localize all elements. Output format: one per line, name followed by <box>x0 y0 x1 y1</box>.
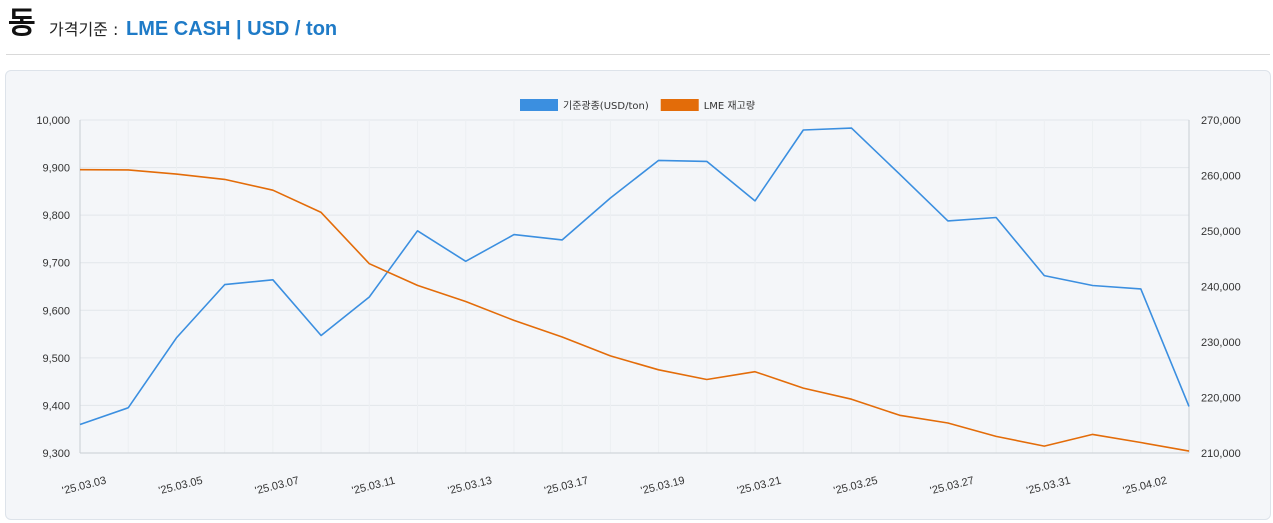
grid-lines <box>79 119 1190 454</box>
series-line-lme-inventory <box>79 168 1190 452</box>
series-lines <box>79 127 1190 452</box>
x-tick-label: '25.03.27 <box>929 475 975 498</box>
y-right-tick-label: 230,000 <box>1201 337 1241 349</box>
price-basis-label: 가격기준 : <box>49 20 119 39</box>
x-tick-label: '25.03.05 <box>157 475 203 498</box>
y-left-tick-label: 9,600 <box>42 305 70 317</box>
y-left-tick-label: 9,900 <box>42 163 70 175</box>
y-right-tick-label: 240,000 <box>1201 282 1241 294</box>
metal-title: 동 <box>8 6 36 41</box>
x-tick-label: '25.03.19 <box>640 475 686 498</box>
legend-label: LME 재고량 <box>704 100 755 112</box>
legend-label: 기준광종(USD/ton) <box>563 100 649 112</box>
legend-swatch <box>520 99 558 111</box>
y-left-tick-label: 9,400 <box>42 400 70 412</box>
y-left-tick-label: 9,300 <box>42 448 70 460</box>
y-right-tick-label: 210,000 <box>1201 448 1241 460</box>
axes: 9,300 9,400 9,500 9,600 9,700 9,800 9,900 10,00… <box>36 115 1240 497</box>
legend: 기준광종(USD/ton) LME 재고량 <box>520 99 755 112</box>
y-left-tick-label: 9,700 <box>42 258 70 270</box>
page-header: 동 가격기준 : LME CASH | USD / ton <box>6 0 1270 55</box>
x-tick-label: '25.03.25 <box>832 475 878 498</box>
series-line-price <box>79 127 1190 426</box>
y-left-tick-label: 10,000 <box>36 115 70 127</box>
price-basis-value: LME CASH | USD / ton <box>126 18 338 40</box>
y-left-tick-label: 9,500 <box>42 353 70 365</box>
x-tick-label: '25.03.11 <box>351 475 397 497</box>
x-tick-label: '25.03.17 <box>543 475 589 498</box>
y-right-tick-label: 220,000 <box>1201 393 1241 405</box>
y-right-tick-label: 260,000 <box>1201 171 1241 183</box>
y-right-tick-label: 270,000 <box>1201 115 1241 127</box>
x-tick-label: '25.03.13 <box>447 475 493 498</box>
x-tick-label: '25.03.21 <box>736 475 782 498</box>
x-tick-label: '25.03.31 <box>1025 475 1071 498</box>
legend-swatch <box>660 99 699 111</box>
y-left-tick-label: 9,800 <box>42 210 70 222</box>
y-right-tick-label: 250,000 <box>1201 226 1241 238</box>
x-tick-label: '25.03.03 <box>61 475 107 498</box>
x-tick-label: '25.04.02 <box>1122 475 1168 498</box>
x-tick-label: '25.03.07 <box>254 475 300 498</box>
